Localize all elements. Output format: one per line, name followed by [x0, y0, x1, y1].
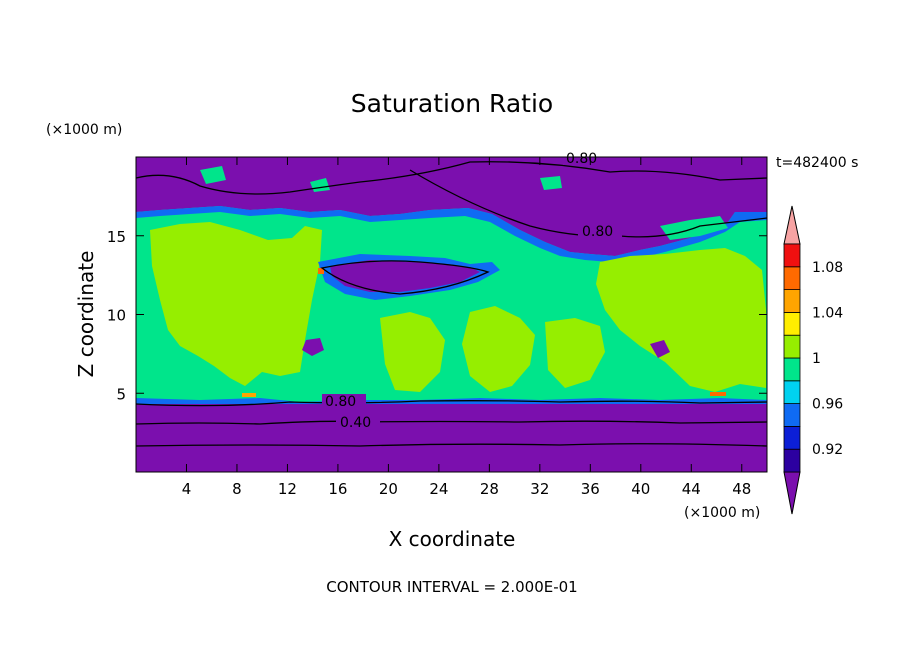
dry-pocket-2 [650, 340, 670, 358]
colorbar-band [783, 425, 801, 450]
x-tick-label: 48 [732, 480, 751, 498]
colorbar-band [783, 448, 801, 473]
contour-label-1: 0.80 [566, 151, 597, 167]
colorbar-top-arrow [783, 205, 801, 245]
contour-lower-080 [136, 400, 767, 407]
contour-dry-intrusion [320, 260, 490, 295]
contour-interval-footer: CONTOUR INTERVAL = 2.000E-01 [326, 578, 577, 596]
x-tick-label: 8 [232, 480, 242, 498]
colorbar-band [783, 357, 801, 382]
moist-patch-1 [200, 166, 226, 184]
green-region-right [596, 248, 766, 392]
colorbar-band [783, 289, 801, 313]
colorbar-label: 1 [812, 351, 821, 367]
y-tick-label: 5 [116, 385, 126, 403]
y-axis-label: Z coordinate [74, 251, 98, 378]
green-region-center-right [545, 318, 605, 388]
y-unit-label: (×1000 m) [46, 122, 122, 138]
colorbar-band [783, 403, 801, 427]
upper-transition-band [136, 206, 767, 262]
x-tick-label: 24 [429, 480, 448, 498]
colorbar-label: 1.08 [812, 260, 843, 276]
contour-upper-080 [136, 161, 767, 195]
mid-dry-core [330, 260, 480, 292]
x-tick-label: 28 [480, 480, 499, 498]
colorbar-band [783, 334, 801, 359]
colorbar-band [783, 311, 801, 336]
warm-cell-2 [710, 392, 726, 396]
saturation-field [136, 157, 767, 472]
x-tick-label: 40 [631, 480, 650, 498]
contour-mid-080 [409, 169, 767, 238]
colorbar-label: 1.04 [812, 305, 843, 321]
y-tick-label: 10 [107, 307, 126, 325]
colorbar-band [783, 243, 801, 268]
x-axis-label: X coordinate [389, 527, 516, 551]
contour-label-bg-4 [336, 415, 380, 429]
contour-label-2: 0.80 [582, 224, 613, 240]
warm-cell-1 [242, 393, 256, 397]
moist-patch-3 [540, 176, 562, 190]
colorbar-band [783, 380, 801, 404]
x-unit-label: (×1000 m) [684, 505, 760, 521]
x-tick-label: 16 [328, 480, 347, 498]
green-region-center [380, 312, 445, 392]
dry-pocket-1 [302, 338, 324, 356]
time-label: t=482400 s [776, 155, 858, 171]
colorbar-band [783, 266, 801, 290]
lower-dry-core [136, 404, 767, 472]
contour-label-bg-1 [563, 157, 607, 165]
green-region-left [150, 222, 322, 386]
x-tick-label: 32 [530, 480, 549, 498]
contour-label-bg-2 [578, 224, 622, 238]
x-tick-label: 4 [182, 480, 192, 498]
colorbar-bottom-arrow [783, 471, 801, 515]
x-tick-label: 20 [379, 480, 398, 498]
chart-title: Saturation Ratio [351, 89, 553, 118]
contour-label-3: 0.80 [325, 394, 356, 410]
green-region-mid [462, 306, 535, 392]
x-tick-label: 12 [278, 480, 297, 498]
colorbar-label: 0.96 [812, 397, 843, 413]
x-tick-label: 44 [682, 480, 701, 498]
warm-cell-3 [318, 268, 324, 274]
contour-label-4: 0.40 [340, 415, 371, 431]
x-tick-label: 36 [581, 480, 600, 498]
contour-lowest [136, 443, 767, 447]
colorbar: 1.08 1.04 1 0.96 0.92 [783, 205, 843, 515]
colorbar-label: 0.92 [812, 442, 843, 458]
y-tick-label: 15 [107, 228, 126, 246]
contour-label-bg-3 [322, 394, 366, 408]
